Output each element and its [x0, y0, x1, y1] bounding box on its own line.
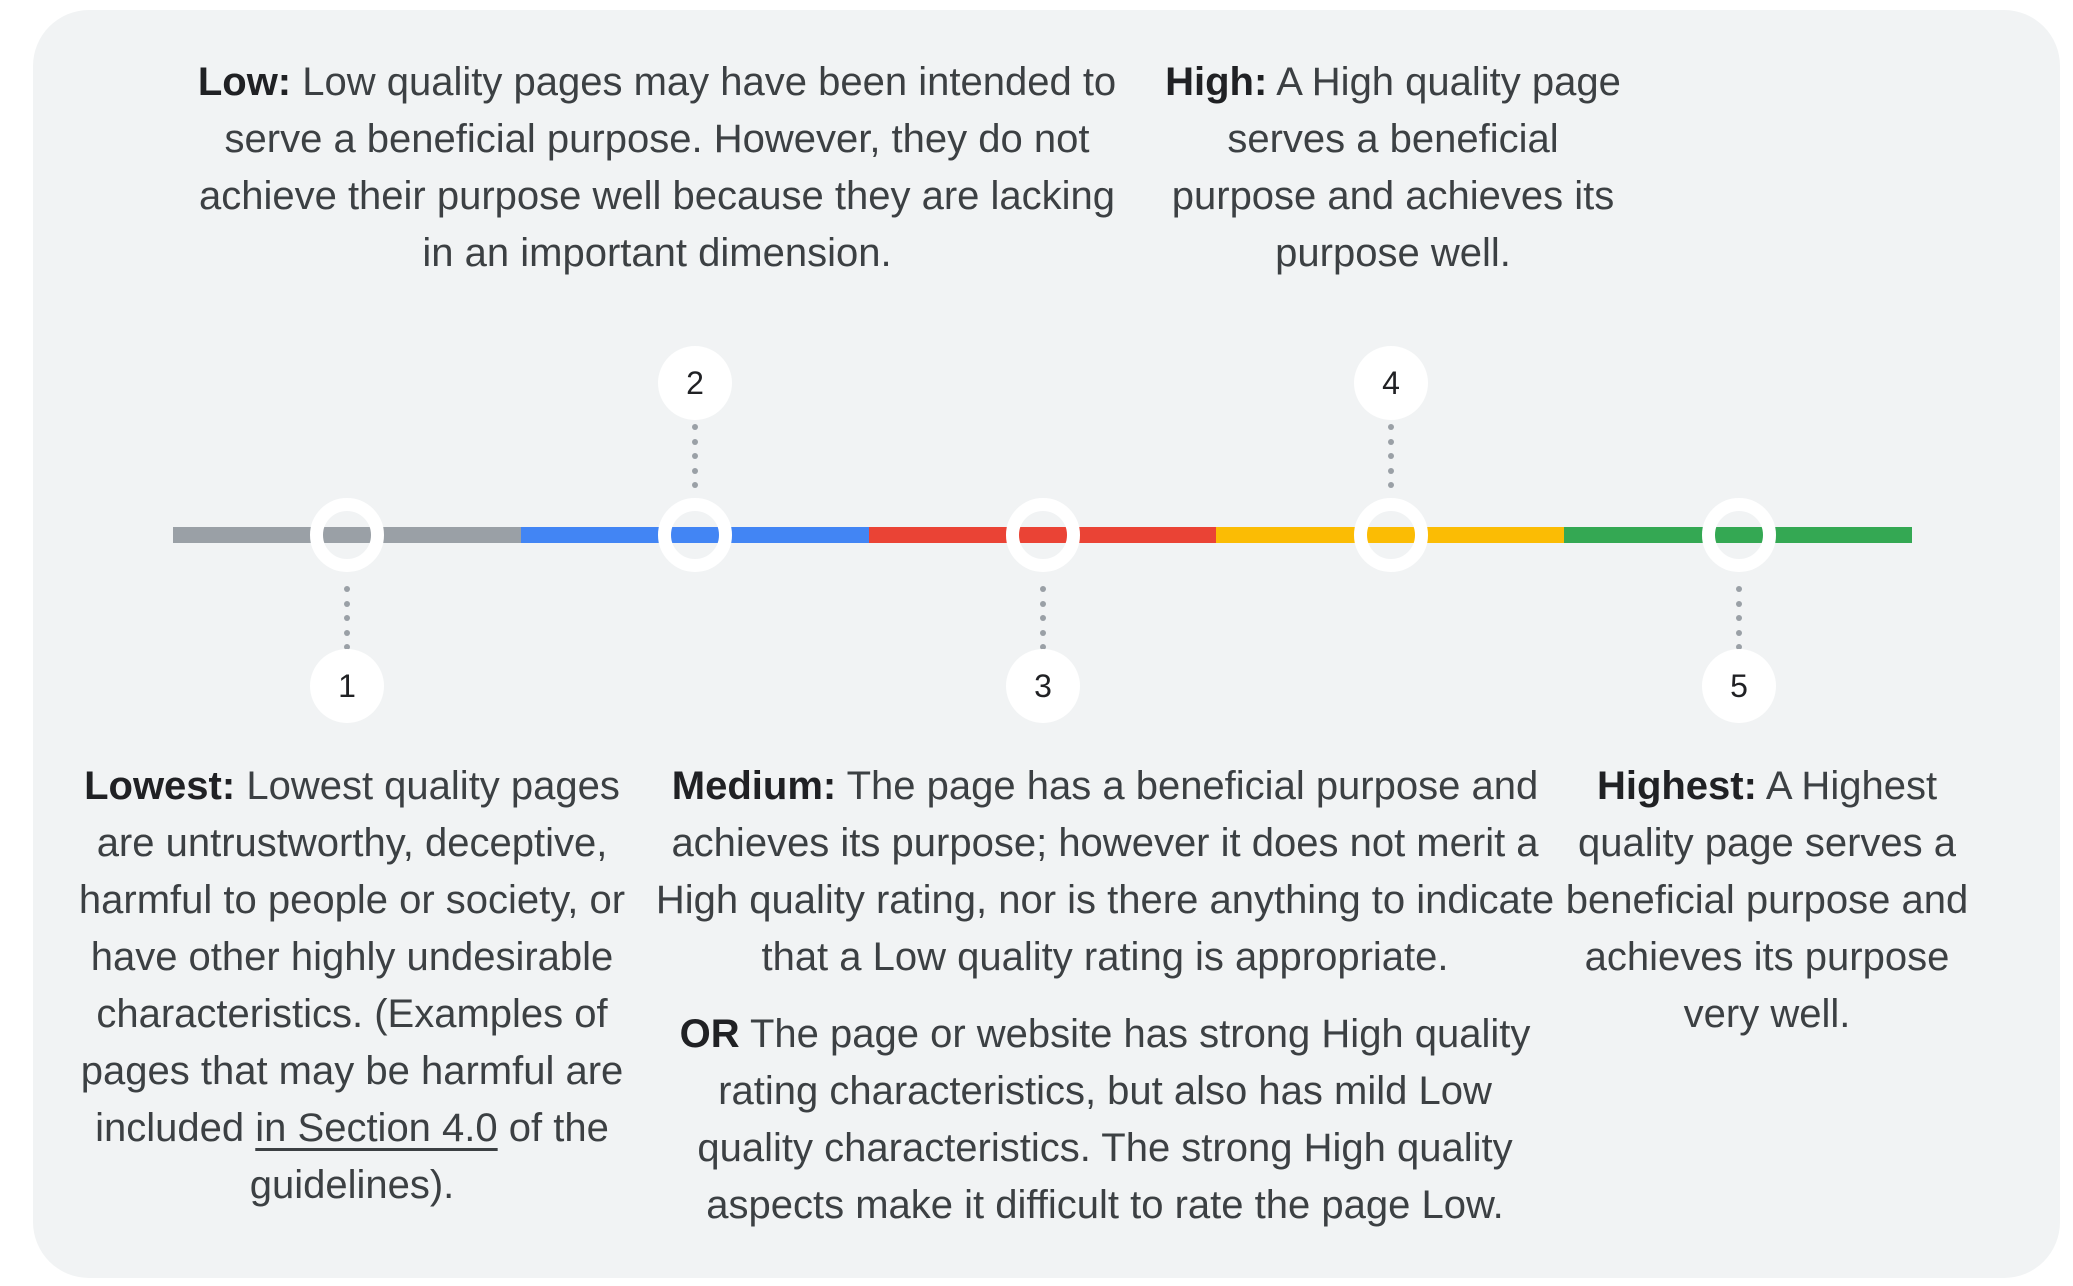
- point-badge: 4: [1354, 346, 1428, 420]
- medium-label: Medium:: [671, 764, 837, 808]
- low-label: Low:: [197, 60, 292, 104]
- point-badge: 2: [658, 346, 732, 420]
- medium-or-text: The page or website has strong High qual…: [697, 1012, 1531, 1227]
- ring-marker-icon: [658, 498, 732, 572]
- ring-marker-icon: [310, 498, 384, 572]
- highest-label: Highest:: [1596, 764, 1757, 808]
- highest-annotation: Highest: A Highest quality page serves a…: [1547, 758, 1987, 1043]
- point-badge: 5: [1702, 649, 1776, 723]
- lowest-annotation: Lowest: Lowest quality pages are untrust…: [62, 758, 642, 1214]
- lowest-label: Lowest:: [84, 764, 236, 808]
- lowest-text-after: of the guidelines).: [249, 1106, 609, 1207]
- low-annotation: Low: Low quality pages may have been int…: [197, 54, 1117, 282]
- dotted-connector: [1736, 586, 1742, 650]
- point-badge: 3: [1006, 649, 1080, 723]
- medium-or-label: OR: [679, 1012, 740, 1056]
- high-label: High:: [1165, 60, 1268, 104]
- section-4-link[interactable]: in Section 4.0: [255, 1106, 498, 1150]
- quality-scale-card: Low: Low quality pages may have been int…: [33, 10, 2060, 1278]
- low-text: Low quality pages may have been intended…: [198, 60, 1117, 275]
- point-badge: 1: [310, 649, 384, 723]
- lowest-text: Lowest quality pages are untrustworthy, …: [78, 764, 626, 1150]
- dotted-connector: [1040, 586, 1046, 650]
- dotted-connector: [1388, 424, 1394, 488]
- high-text: A High quality page serves a beneficial …: [1171, 60, 1621, 275]
- dotted-connector: [692, 424, 698, 488]
- medium-annotation: Medium: The page has a beneficial purpos…: [655, 758, 1555, 1234]
- ring-marker-icon: [1006, 498, 1080, 572]
- highest-text: A Highest quality page serves a benefici…: [1565, 764, 1969, 1036]
- ring-marker-icon: [1354, 498, 1428, 572]
- high-annotation: High: A High quality page serves a benef…: [1153, 54, 1633, 282]
- ring-marker-icon: [1702, 498, 1776, 572]
- dotted-connector: [344, 586, 350, 650]
- medium-text: The page has a beneficial purpose and ac…: [655, 764, 1555, 979]
